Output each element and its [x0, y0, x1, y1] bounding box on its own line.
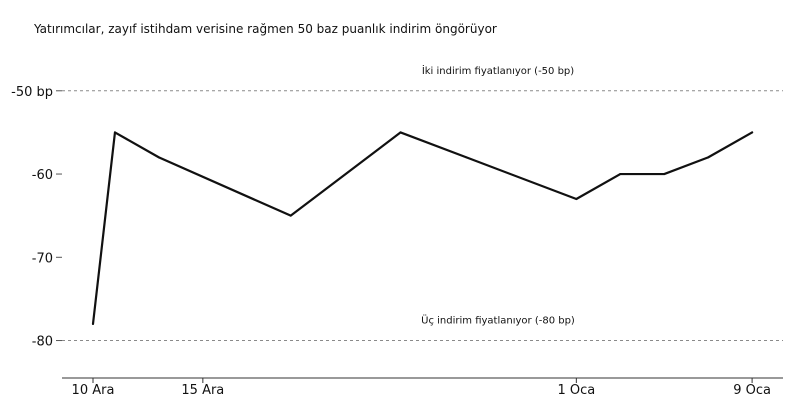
y-tick-label: -60	[32, 168, 53, 183]
axes: -50 bp -60 -70 -80 10 Ara 15 Ara 1 Oca 9 Oca	[11, 85, 783, 398]
reference-line-label: İki indirim fiyatlanıyor (-50 bp)	[422, 64, 574, 77]
reference-lines: İki indirim fiyatlanıyor (-50 bp) Üç indi…	[62, 64, 783, 342]
y-tick-label: -70	[32, 251, 53, 266]
data-point	[311, 198, 314, 201]
data-point	[575, 198, 578, 201]
series-line	[91, 131, 754, 325]
data-point	[289, 214, 292, 217]
data-point	[157, 156, 160, 159]
x-tick-label: 1 Oca	[557, 383, 595, 398]
series	[91, 131, 754, 325]
data-point	[707, 156, 710, 159]
data-point	[92, 322, 94, 325]
data-point	[751, 131, 754, 134]
data-point	[619, 173, 622, 176]
data-point	[399, 131, 402, 134]
data-point	[465, 156, 468, 159]
y-tick-label: -50 bp	[11, 85, 53, 100]
x-tick-label: 10 Ara	[72, 383, 115, 398]
x-tick-label: 15 Ara	[181, 383, 224, 398]
y-tick-label: -80	[32, 335, 53, 350]
data-point	[663, 173, 666, 176]
x-tick-label: 9 Oca	[733, 383, 771, 398]
data-point	[113, 131, 116, 134]
reference-line-label: Üç indirim fiyatlanıyor (-80 bp)	[421, 314, 575, 327]
chart-subtitle: Yatırımcılar, zayıf istihdam verisine ra…	[34, 22, 497, 36]
